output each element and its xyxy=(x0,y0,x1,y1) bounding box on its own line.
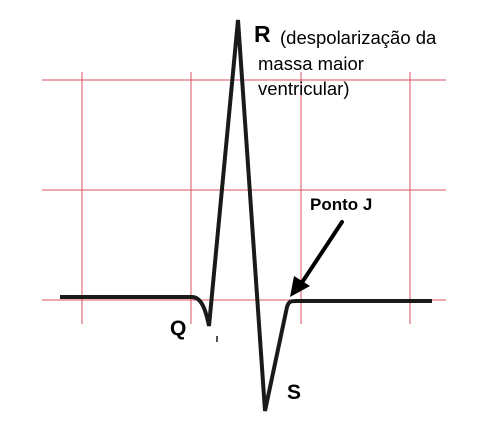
ecg-trace xyxy=(60,19,432,412)
r-wave-label: R xyxy=(254,21,271,47)
s-wave-label: S xyxy=(287,381,302,404)
r-wave-description-line1: (despolarização da xyxy=(280,27,437,48)
grid xyxy=(42,72,446,324)
j-point-arrow xyxy=(290,220,344,297)
j-point-label: Ponto J xyxy=(310,195,373,214)
r-wave-description-line3: ventricular) xyxy=(258,78,350,99)
q-wave-label: Q xyxy=(170,317,187,340)
r-wave-description-line2: massa maior xyxy=(258,53,364,74)
j-arrow-head xyxy=(290,276,310,297)
j-arrow-shaft xyxy=(299,220,344,286)
